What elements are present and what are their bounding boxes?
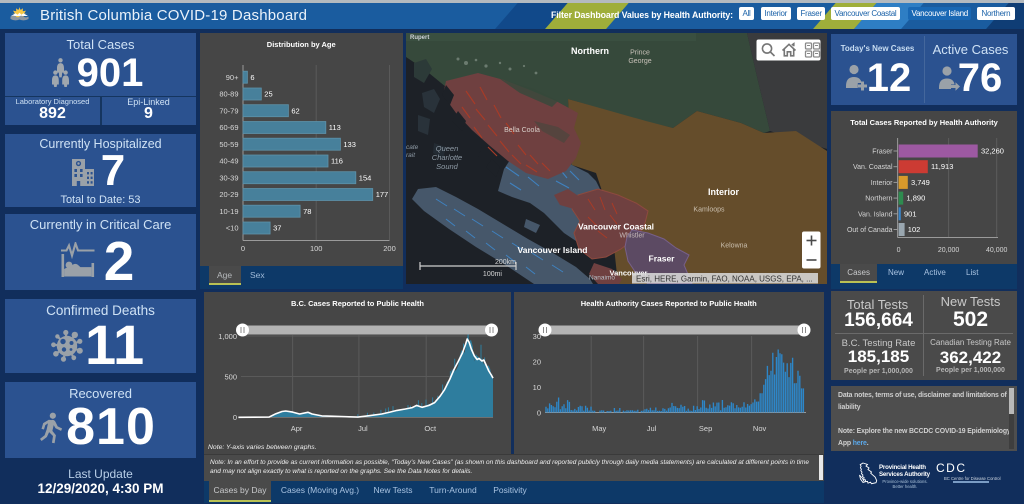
svg-text:Nov: Nov xyxy=(753,424,767,433)
svg-text:200: 200 xyxy=(383,244,396,253)
svg-text:62: 62 xyxy=(291,106,299,115)
svg-text:Charlotte: Charlotte xyxy=(432,153,462,162)
svg-text:500: 500 xyxy=(224,372,237,381)
svg-text:901: 901 xyxy=(904,209,917,218)
svg-text:Vancouver: Vancouver xyxy=(610,268,648,277)
svg-text:Whistler: Whistler xyxy=(619,232,645,239)
svg-text:Esri, HERE, Garmin, FAO, NOAA,: Esri, HERE, Garmin, FAO, NOAA, USGS, EPA… xyxy=(636,274,813,283)
svg-text:0: 0 xyxy=(240,244,244,253)
svg-text:Northern: Northern xyxy=(571,46,609,56)
svg-text:Nanaimo: Nanaimo xyxy=(589,274,615,281)
svg-text:Jul: Jul xyxy=(358,424,368,433)
svg-text:102: 102 xyxy=(908,225,921,234)
svg-text:30: 30 xyxy=(533,332,541,341)
svg-text:133: 133 xyxy=(343,140,356,149)
svg-text:90+: 90+ xyxy=(225,73,238,82)
svg-text:Interior: Interior xyxy=(708,187,740,197)
svg-text:60-69: 60-69 xyxy=(219,123,238,132)
svg-text:200km: 200km xyxy=(495,259,516,266)
svg-text:George: George xyxy=(628,58,651,65)
svg-text:Northern: Northern xyxy=(865,195,892,202)
svg-text:20,000: 20,000 xyxy=(938,247,960,254)
svg-text:20: 20 xyxy=(533,357,541,366)
svg-text:Note: Y-axis varies between gr: Note: Y-axis varies between graphs. xyxy=(208,444,317,451)
svg-text:0: 0 xyxy=(537,408,541,417)
svg-text:Prince: Prince xyxy=(630,49,650,56)
svg-text:100: 100 xyxy=(309,244,322,253)
svg-text:80-89: 80-89 xyxy=(219,90,238,99)
svg-text:37: 37 xyxy=(273,224,281,233)
svg-text:0: 0 xyxy=(233,413,237,422)
svg-text:20-29: 20-29 xyxy=(219,190,238,199)
svg-text:154: 154 xyxy=(358,173,371,182)
svg-text:113: 113 xyxy=(328,123,340,132)
svg-text:Apr: Apr xyxy=(291,424,303,433)
svg-text:78: 78 xyxy=(303,207,311,216)
svg-text:10-19: 10-19 xyxy=(219,207,238,216)
svg-text:32,260: 32,260 xyxy=(981,146,1004,155)
svg-text:40,000: 40,000 xyxy=(986,247,1008,254)
svg-text:1,890: 1,890 xyxy=(907,193,926,202)
svg-text:<10: <10 xyxy=(225,224,238,233)
svg-text:Fraser: Fraser xyxy=(872,148,893,155)
svg-text:50-59: 50-59 xyxy=(219,140,238,149)
svg-text:Vancouver Coastal: Vancouver Coastal xyxy=(578,221,654,231)
svg-text:Kelowna: Kelowna xyxy=(721,242,748,249)
svg-text:0: 0 xyxy=(897,247,901,254)
svg-text:Rupert: Rupert xyxy=(410,35,429,41)
svg-text:Fraser: Fraser xyxy=(649,253,676,263)
svg-text:Interior: Interior xyxy=(871,179,893,186)
svg-text:Sound: Sound xyxy=(436,162,459,171)
svg-text:116: 116 xyxy=(331,157,343,166)
svg-text:Queen: Queen xyxy=(436,144,459,153)
svg-text:cate: cate xyxy=(406,144,419,151)
svg-text:Bella Coola: Bella Coola xyxy=(504,127,540,134)
svg-text:Van. Island: Van. Island xyxy=(858,211,893,218)
svg-text:10: 10 xyxy=(533,383,541,392)
svg-text:11,913: 11,913 xyxy=(931,162,953,171)
svg-text:30-39: 30-39 xyxy=(219,173,238,182)
svg-text:25: 25 xyxy=(264,90,272,99)
svg-text:3,749: 3,749 xyxy=(911,177,930,186)
svg-text:100mi: 100mi xyxy=(483,271,503,278)
svg-text:1,000: 1,000 xyxy=(218,332,237,341)
svg-text:Out of Canada: Out of Canada xyxy=(847,227,893,234)
svg-text:Kamloops: Kamloops xyxy=(693,206,725,213)
svg-text:Oct: Oct xyxy=(424,424,437,433)
svg-text:6: 6 xyxy=(250,73,254,82)
svg-text:Jul: Jul xyxy=(647,424,657,433)
svg-text:70-79: 70-79 xyxy=(219,106,238,115)
svg-text:Vancouver Island: Vancouver Island xyxy=(518,245,588,255)
svg-text:rait: rait xyxy=(406,152,416,159)
svg-text:May: May xyxy=(592,424,606,433)
svg-text:177: 177 xyxy=(375,190,388,199)
svg-text:Sep: Sep xyxy=(699,424,712,433)
svg-text:40-49: 40-49 xyxy=(219,157,238,166)
svg-text:Van. Coastal: Van. Coastal xyxy=(853,164,893,171)
